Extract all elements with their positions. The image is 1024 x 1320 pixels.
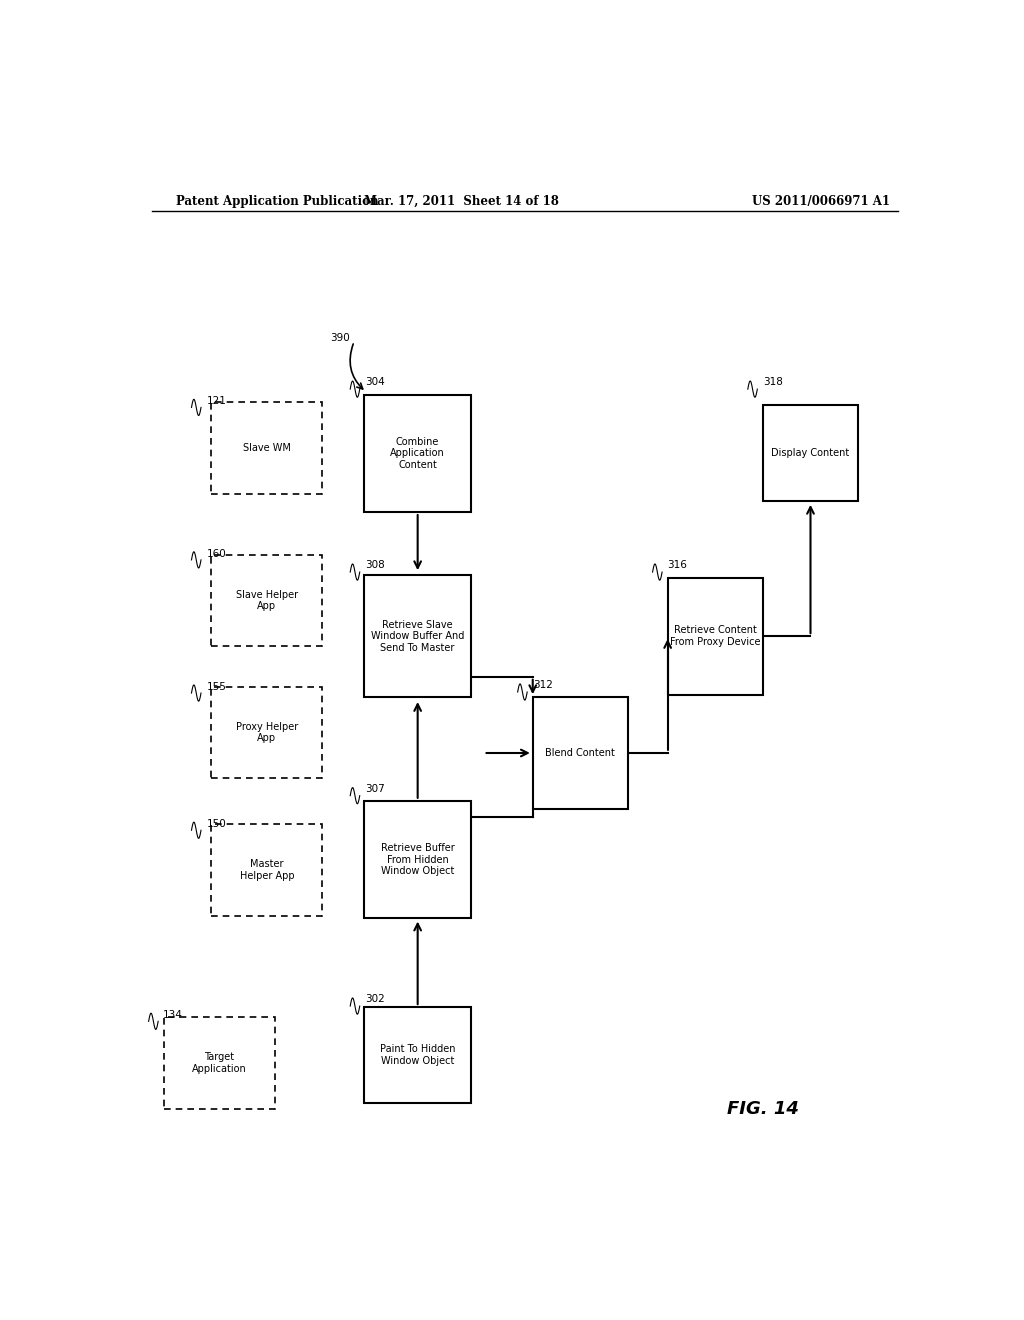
Text: Combine
Application
Content: Combine Application Content	[390, 437, 445, 470]
Text: Patent Application Publication: Patent Application Publication	[176, 194, 378, 207]
Bar	[164, 1018, 274, 1109]
Text: 390: 390	[331, 334, 350, 343]
Bar	[365, 1007, 471, 1104]
Text: Retrieve Slave
Window Buffer And
Send To Master: Retrieve Slave Window Buffer And Send To…	[371, 619, 464, 652]
Text: Display Content: Display Content	[771, 449, 850, 458]
Text: 150: 150	[207, 820, 226, 829]
Text: FIG. 14: FIG. 14	[727, 1100, 799, 1118]
Text: Mar. 17, 2011  Sheet 14 of 18: Mar. 17, 2011 Sheet 14 of 18	[364, 194, 559, 207]
Text: 302: 302	[366, 994, 385, 1005]
Text: Master
Helper App: Master Helper App	[240, 859, 294, 880]
Bar	[211, 686, 323, 779]
Bar	[365, 395, 471, 512]
Text: 134: 134	[163, 1010, 183, 1020]
Text: Target
Application: Target Application	[191, 1052, 247, 1073]
Text: 160: 160	[207, 549, 226, 558]
Text: US 2011/0066971 A1: US 2011/0066971 A1	[752, 194, 890, 207]
Text: 312: 312	[532, 680, 553, 690]
Bar	[668, 578, 763, 694]
Text: Retrieve Buffer
From Hidden
Window Object: Retrieve Buffer From Hidden Window Objec…	[381, 843, 455, 876]
Text: 318: 318	[763, 378, 782, 387]
Text: 316: 316	[668, 560, 687, 570]
Text: Paint To Hidden
Window Object: Paint To Hidden Window Object	[380, 1044, 456, 1065]
Bar	[211, 554, 323, 647]
Text: Proxy Helper
App: Proxy Helper App	[236, 722, 298, 743]
Bar	[365, 801, 471, 919]
Text: 307: 307	[366, 784, 385, 793]
Text: 155: 155	[207, 682, 226, 692]
Text: Retrieve Content
From Proxy Device: Retrieve Content From Proxy Device	[670, 626, 761, 647]
Text: Slave WM: Slave WM	[243, 444, 291, 453]
Bar	[532, 697, 628, 809]
Text: 121: 121	[207, 396, 226, 407]
Bar	[365, 576, 471, 697]
Text: Blend Content: Blend Content	[546, 748, 615, 758]
Bar	[763, 405, 858, 502]
Text: Slave Helper
App: Slave Helper App	[236, 590, 298, 611]
Text: 304: 304	[366, 378, 385, 387]
Bar	[211, 403, 323, 494]
Bar	[211, 824, 323, 916]
Text: 308: 308	[366, 560, 385, 570]
